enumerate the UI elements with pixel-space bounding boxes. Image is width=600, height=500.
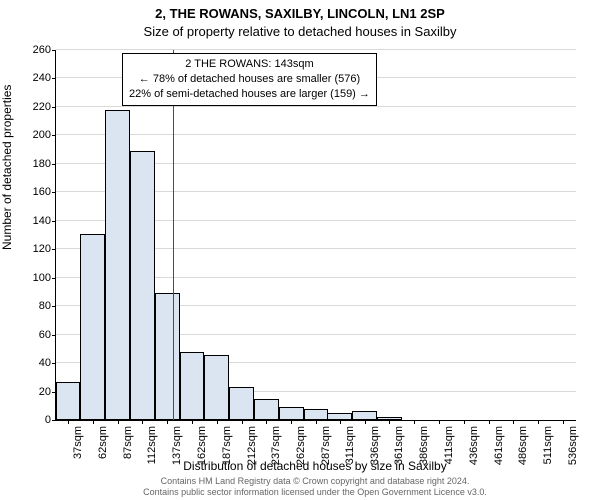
- gridline: [56, 134, 576, 135]
- ytick-mark: [52, 78, 56, 79]
- ytick-label: 260: [33, 44, 51, 56]
- xtick-mark: [464, 420, 465, 424]
- ytick-mark: [52, 363, 56, 364]
- xtick-mark: [489, 420, 490, 424]
- ytick-mark: [52, 278, 56, 279]
- histogram-bar: [377, 417, 402, 420]
- histogram-bar: [56, 382, 81, 420]
- xtick-mark: [291, 420, 292, 424]
- ytick-label: 120: [33, 243, 51, 255]
- xtick-mark: [316, 420, 317, 424]
- ytick-label: 100: [33, 272, 51, 284]
- xtick-mark: [365, 420, 366, 424]
- histogram-bar: [204, 355, 229, 420]
- ytick-mark: [52, 135, 56, 136]
- xtick-mark: [513, 420, 514, 424]
- ytick-mark: [52, 50, 56, 51]
- ytick-mark: [52, 420, 56, 421]
- ytick-label: 140: [33, 215, 51, 227]
- xtick-mark: [68, 420, 69, 424]
- annotation-line-1: 2 THE ROWANS: 143sqm: [129, 57, 370, 72]
- annotation-line-3: 22% of semi-detached houses are larger (…: [129, 87, 370, 102]
- xtick-mark: [93, 420, 94, 424]
- xtick-mark: [389, 420, 390, 424]
- xtick-mark: [538, 420, 539, 424]
- ytick-label: 200: [33, 129, 51, 141]
- xtick-mark: [266, 420, 267, 424]
- ytick-label: 240: [33, 72, 51, 84]
- gridline: [56, 106, 576, 107]
- xtick-mark: [439, 420, 440, 424]
- histogram-bar: [229, 387, 254, 420]
- ytick-label: 20: [39, 386, 51, 398]
- xtick-label: 37sqm: [72, 426, 84, 459]
- histogram-bar: [304, 409, 329, 420]
- histogram-bar: [155, 293, 180, 420]
- ytick-label: 60: [39, 329, 51, 341]
- annotation-line-2: ← 78% of detached houses are smaller (57…: [129, 72, 370, 87]
- histogram-bar: [352, 411, 377, 420]
- xtick-mark: [242, 420, 243, 424]
- histogram-bar: [80, 234, 105, 420]
- xtick-label: 87sqm: [122, 426, 134, 459]
- xtick-mark: [118, 420, 119, 424]
- ytick-mark: [52, 192, 56, 193]
- ytick-mark: [52, 221, 56, 222]
- histogram-bar: [130, 151, 155, 420]
- y-axis-label: Number of detached properties: [0, 85, 14, 250]
- ytick-mark: [52, 164, 56, 165]
- footer-line-1: Contains HM Land Registry data © Crown c…: [55, 476, 575, 487]
- histogram-bar: [279, 407, 304, 420]
- ytick-mark: [52, 306, 56, 307]
- xtick-mark: [563, 420, 564, 424]
- ytick-mark: [52, 107, 56, 108]
- chart-title-main: 2, THE ROWANS, SAXILBY, LINCOLN, LN1 2SP: [0, 6, 600, 21]
- ytick-label: 160: [33, 186, 51, 198]
- xtick-mark: [414, 420, 415, 424]
- ytick-mark: [52, 335, 56, 336]
- xtick-mark: [217, 420, 218, 424]
- gridline: [56, 49, 576, 50]
- xtick-mark: [340, 420, 341, 424]
- ytick-label: 180: [33, 158, 51, 170]
- ytick-mark: [52, 249, 56, 250]
- xtick-label: 62sqm: [97, 426, 109, 459]
- xtick-mark: [142, 420, 143, 424]
- xtick-mark: [192, 420, 193, 424]
- histogram-bar: [254, 399, 279, 420]
- histogram-bar: [105, 110, 130, 420]
- plot-area: 2 THE ROWANS: 143sqm ← 78% of detached h…: [55, 50, 576, 421]
- x-axis-label: Distribution of detached houses by size …: [55, 459, 575, 473]
- ytick-label: 0: [45, 414, 51, 426]
- ytick-label: 40: [39, 357, 51, 369]
- chart-title-sub: Size of property relative to detached ho…: [0, 24, 600, 39]
- histogram-bar: [180, 352, 205, 420]
- footer-text: Contains HM Land Registry data © Crown c…: [55, 476, 575, 499]
- chart-container: 2, THE ROWANS, SAXILBY, LINCOLN, LN1 2SP…: [0, 0, 600, 500]
- footer-line-2: Contains public sector information licen…: [55, 487, 575, 498]
- ytick-label: 220: [33, 101, 51, 113]
- annotation-box: 2 THE ROWANS: 143sqm ← 78% of detached h…: [122, 53, 377, 106]
- histogram-bar: [327, 413, 352, 420]
- xtick-mark: [167, 420, 168, 424]
- ytick-label: 80: [39, 300, 51, 312]
